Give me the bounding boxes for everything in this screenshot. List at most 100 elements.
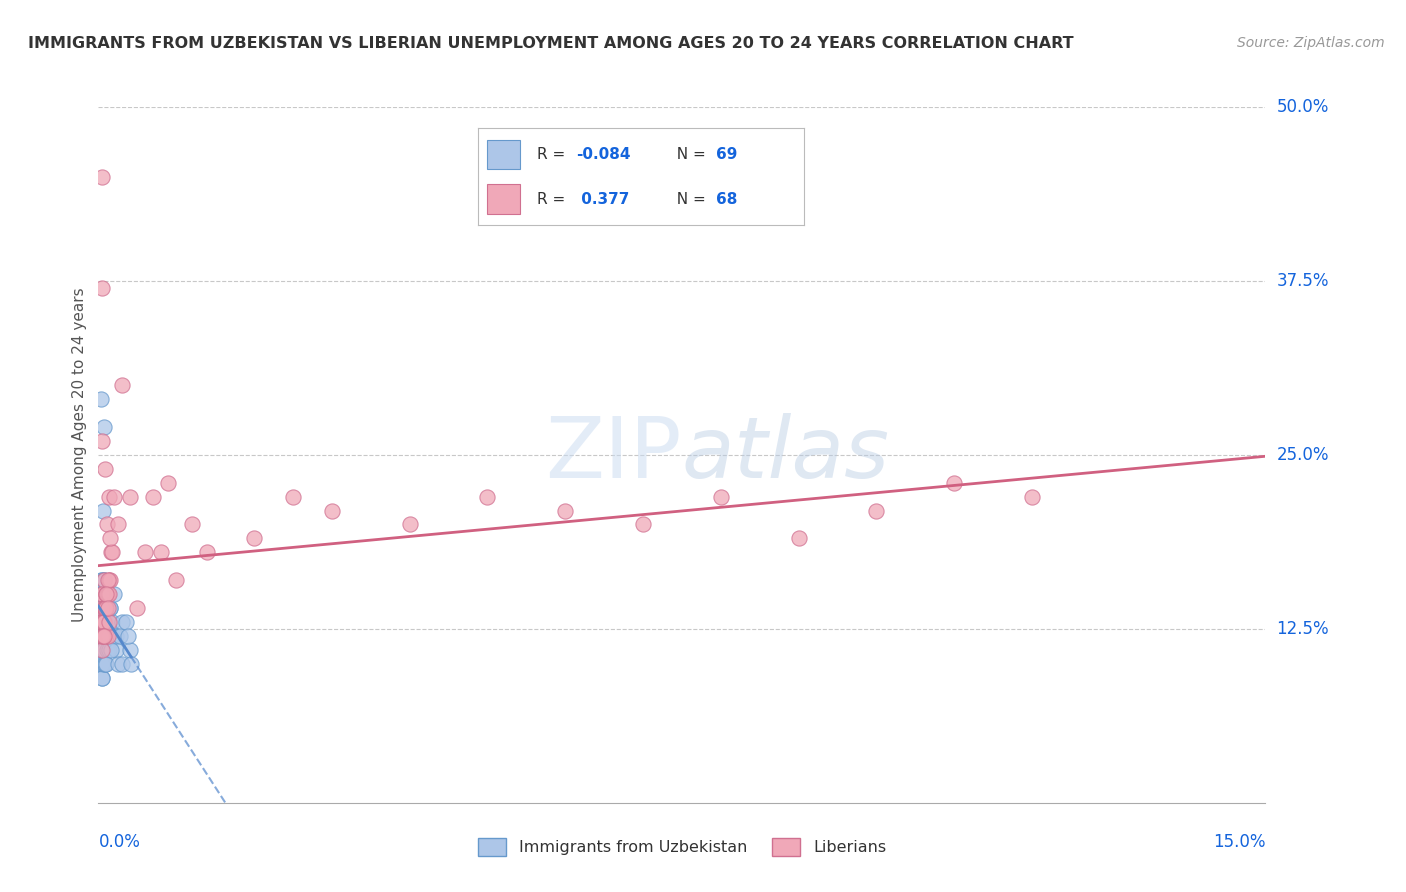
Point [180, 517, 202, 532]
Point [93, 601, 115, 615]
Legend: Immigrants from Uzbekistan, Liberians: Immigrants from Uzbekistan, Liberians [470, 830, 894, 864]
Point [477, 490, 499, 504]
Point [118, 642, 141, 657]
Point [96, 587, 118, 601]
Point [90, 573, 112, 587]
Point [281, 490, 304, 504]
Point [111, 615, 134, 629]
Point [108, 629, 131, 643]
Point [90, 629, 112, 643]
Point [118, 490, 141, 504]
Point [91, 573, 114, 587]
Point [96, 657, 118, 671]
Point [90, 615, 112, 629]
Text: IMMIGRANTS FROM UZBEKISTAN VS LIBERIAN UNEMPLOYMENT AMONG AGES 20 TO 24 YEARS CO: IMMIGRANTS FROM UZBEKISTAN VS LIBERIAN U… [28, 36, 1074, 51]
Point [100, 642, 122, 657]
Point [107, 517, 129, 532]
Text: ZIP: ZIP [546, 413, 682, 497]
Point [91, 601, 114, 615]
Point [91, 629, 114, 643]
Point [91, 587, 114, 601]
Point [114, 615, 136, 629]
Point [101, 629, 124, 643]
Point [321, 503, 343, 517]
Point [96, 615, 118, 629]
Point [89, 615, 111, 629]
Point [100, 615, 122, 629]
Point [97, 573, 120, 587]
Point [91, 629, 114, 643]
Point [90, 671, 112, 685]
Point [93, 420, 115, 434]
Text: 37.5%: 37.5% [1277, 272, 1329, 290]
Point [96, 615, 118, 629]
Point [91, 587, 114, 601]
Point [98, 615, 121, 629]
Point [91, 169, 114, 184]
Point [91, 642, 114, 657]
Point [91, 281, 114, 295]
Point [398, 517, 420, 532]
Point [93, 601, 115, 615]
Point [94, 601, 117, 615]
Point [97, 615, 120, 629]
Point [107, 657, 129, 671]
Point [93, 573, 115, 587]
Point [98, 532, 121, 546]
Point [90, 615, 112, 629]
Point [631, 517, 654, 532]
Point [91, 601, 114, 615]
Point [157, 475, 180, 490]
Point [97, 587, 120, 601]
Point [98, 601, 121, 615]
Point [96, 517, 118, 532]
Point [100, 545, 122, 559]
Point [98, 490, 121, 504]
Point [91, 434, 114, 448]
Point [97, 587, 120, 601]
Point [91, 615, 114, 629]
Point [97, 573, 120, 587]
Point [90, 392, 112, 407]
Point [96, 587, 118, 601]
Point [93, 601, 115, 615]
Point [710, 490, 733, 504]
Point [104, 629, 127, 643]
Point [94, 601, 117, 615]
Point [91, 503, 114, 517]
Point [90, 642, 112, 657]
Point [111, 378, 134, 392]
Point [91, 601, 114, 615]
Text: 25.0%: 25.0% [1277, 446, 1329, 464]
Point [104, 642, 127, 657]
Point [93, 601, 115, 615]
Point [91, 657, 114, 671]
Point [94, 629, 117, 643]
Point [91, 587, 114, 601]
Point [94, 601, 117, 615]
Point [93, 601, 115, 615]
Point [554, 503, 576, 517]
Point [91, 615, 114, 629]
Point [93, 587, 115, 601]
Text: 15.0%: 15.0% [1213, 833, 1265, 851]
Point [91, 615, 114, 629]
Point [90, 601, 112, 615]
Point [165, 573, 187, 587]
Point [93, 657, 115, 671]
Text: Source: ZipAtlas.com: Source: ZipAtlas.com [1237, 36, 1385, 50]
Point [97, 601, 120, 615]
Point [94, 601, 117, 615]
Point [111, 657, 134, 671]
Point [91, 642, 114, 657]
Point [90, 671, 112, 685]
Point [94, 462, 117, 476]
Point [103, 629, 125, 643]
Point [103, 490, 125, 504]
Point [97, 642, 120, 657]
Point [91, 629, 114, 643]
Text: 12.5%: 12.5% [1277, 620, 1329, 638]
Point [98, 573, 121, 587]
Point [94, 615, 117, 629]
Point [96, 587, 118, 601]
